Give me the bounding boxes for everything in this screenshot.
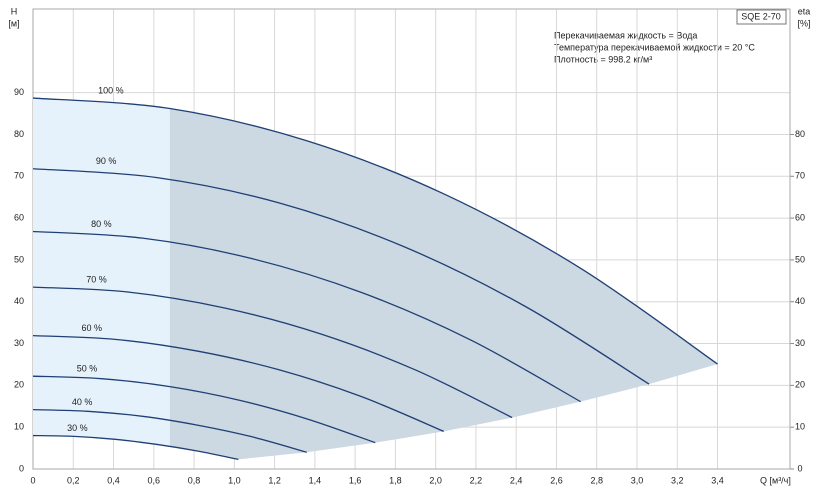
- x-tick-label: 1,6: [349, 475, 362, 485]
- pump-curve: [32, 434, 239, 461]
- y-tick-label: 40: [14, 296, 24, 306]
- note: Температура перекачиваемой жидкости = 20…: [554, 42, 755, 52]
- pump-curve: [32, 286, 513, 419]
- x-tick-label: 0: [30, 475, 35, 485]
- y-tick-label: 10: [14, 422, 24, 432]
- x-tick-label: 0,6: [148, 475, 161, 485]
- x-tick-label: 2,6: [550, 475, 563, 485]
- x-tick-label: 1,2: [268, 475, 281, 485]
- y-tick-label: 90: [14, 87, 24, 97]
- y-tick-label: 20: [14, 380, 24, 390]
- y2-axis-unit: [%]: [797, 18, 810, 28]
- curve-label: 80 %: [91, 219, 112, 229]
- curve-label: 60 %: [81, 323, 102, 333]
- y-axis-label: H: [11, 6, 18, 16]
- y2-tick-label: 60: [795, 212, 805, 222]
- y2-tick-label: 30: [795, 338, 805, 348]
- note: Перекачиваемая жидкость = Вода: [554, 30, 697, 40]
- curve-label: 40 %: [72, 397, 93, 407]
- pump-curve: [32, 375, 376, 444]
- y-tick-label: 60: [14, 212, 24, 222]
- curve-label: 50 %: [77, 364, 98, 374]
- x-tick-label: 2,0: [429, 475, 442, 485]
- pump-curve: [32, 408, 307, 453]
- x-tick-label: 2,2: [470, 475, 483, 485]
- x-tick-label: 1,4: [309, 475, 322, 485]
- y2-axis-label: eta: [798, 6, 811, 16]
- pump-curve: [32, 168, 650, 385]
- y2-tick-label: 10: [795, 422, 805, 432]
- pump-curve: [32, 97, 718, 365]
- y2-tick-label: 80: [795, 129, 805, 139]
- note: Плотность = 998.2 кг/м³: [554, 54, 652, 64]
- y-tick-label: 80: [14, 129, 24, 139]
- y-axis-unit: [м]: [8, 18, 19, 28]
- pump-curve: [32, 334, 444, 432]
- y2-tick-label: 20: [795, 380, 805, 390]
- product-label: SQE 2-70: [741, 11, 781, 21]
- curve-label: 100 %: [98, 85, 124, 95]
- x-tick-label: 3,2: [671, 475, 684, 485]
- x-tick-label: 2,4: [510, 475, 523, 485]
- x-axis-label: Q [м³/ч]: [760, 475, 791, 485]
- curve-label: 30 %: [67, 423, 88, 433]
- x-tick-label: 1,8: [389, 475, 402, 485]
- x-tick-label: 3,0: [631, 475, 644, 485]
- pump-curve: [32, 230, 581, 403]
- y-tick-label: 30: [14, 338, 24, 348]
- product-box: [736, 9, 787, 25]
- y2-tick-label: 40: [795, 296, 805, 306]
- x-tick-label: 0,8: [188, 475, 201, 485]
- y2-tick-label: 70: [795, 171, 805, 181]
- curve-label: 70 %: [86, 274, 107, 284]
- x-tick-label: 2,8: [590, 475, 603, 485]
- y-tick-label: 50: [14, 254, 24, 264]
- y-tick-label: 0: [19, 463, 24, 473]
- x-tick-label: 1,0: [228, 475, 241, 485]
- low-flow-area: [33, 98, 170, 469]
- x-tick-label: 3,4: [711, 475, 724, 485]
- x-tick-label: 0,2: [67, 475, 80, 485]
- operating-area: [33, 98, 718, 470]
- y-tick-label: 70: [14, 171, 24, 181]
- x-tick-label: 0,4: [107, 475, 120, 485]
- y2-tick-label: 50: [795, 254, 805, 264]
- curve-label: 90 %: [96, 156, 117, 166]
- y2-tick-label: 0: [797, 463, 802, 473]
